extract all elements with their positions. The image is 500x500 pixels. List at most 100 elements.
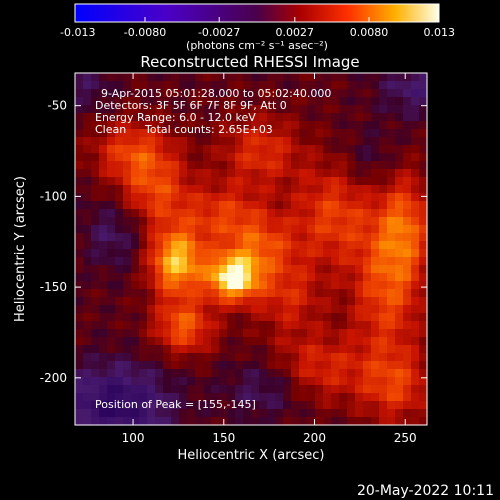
heatmap-cell: [267, 209, 276, 218]
heatmap-cell: [75, 337, 84, 346]
heatmap-cell: [315, 73, 324, 82]
heatmap-cell: [219, 145, 228, 154]
heatmap-cell: [315, 417, 324, 426]
heatmap-cell: [379, 145, 388, 154]
heatmap-cell: [411, 409, 420, 418]
heatmap-cell: [419, 121, 428, 130]
heatmap-cell: [235, 129, 244, 138]
heatmap-cell: [123, 89, 132, 98]
heatmap-cell: [251, 401, 260, 410]
heatmap-cell: [99, 345, 108, 354]
heatmap-cell: [163, 201, 172, 210]
heatmap-cell: [195, 217, 204, 226]
colorbar-tick-label: -0.013: [60, 26, 95, 39]
heatmap-cell: [307, 113, 316, 122]
heatmap-cell: [75, 297, 84, 306]
heatmap-cell: [363, 225, 372, 234]
heatmap-cell: [387, 97, 396, 106]
heatmap-cell: [187, 345, 196, 354]
heatmap-cell: [147, 329, 156, 338]
heatmap-cell: [75, 73, 84, 82]
heatmap-cell: [163, 193, 172, 202]
heatmap-cell: [395, 121, 404, 130]
heatmap-cell: [251, 201, 260, 210]
heatmap-cell: [419, 321, 428, 330]
heatmap-cell: [91, 217, 100, 226]
heatmap-cell: [403, 185, 412, 194]
heatmap-cell: [251, 89, 260, 98]
heatmap-cell: [283, 249, 292, 258]
heatmap-cell: [371, 273, 380, 282]
heatmap-cell: [211, 121, 220, 130]
heatmap-cell: [155, 417, 164, 426]
heatmap-cell: [155, 377, 164, 386]
heatmap-cell: [147, 257, 156, 266]
heatmap-cell: [115, 73, 124, 82]
heatmap-cell: [211, 97, 220, 106]
heatmap-cell: [307, 153, 316, 162]
heatmap-cell: [187, 377, 196, 386]
heatmap-cell: [379, 297, 388, 306]
heatmap-cell: [387, 329, 396, 338]
heatmap-cell: [243, 161, 252, 170]
heatmap-cell: [163, 161, 172, 170]
heatmap-cell: [123, 161, 132, 170]
heatmap-cell: [131, 305, 140, 314]
heatmap-cell: [315, 201, 324, 210]
heatmap-cell: [267, 265, 276, 274]
heatmap-cell: [91, 265, 100, 274]
heatmap-cell: [147, 297, 156, 306]
heatmap-cell: [179, 97, 188, 106]
heatmap-cell: [331, 361, 340, 370]
heatmap-cell: [283, 113, 292, 122]
heatmap-cell: [235, 377, 244, 386]
heatmap-cell: [91, 201, 100, 210]
heatmap-cell: [339, 353, 348, 362]
heatmap-cell: [363, 121, 372, 130]
heatmap-cell: [211, 105, 220, 114]
heatmap-cell: [99, 409, 108, 418]
heatmap-cell: [91, 209, 100, 218]
heatmap-cell: [235, 361, 244, 370]
heatmap-cell: [419, 297, 428, 306]
heatmap-cell: [235, 241, 244, 250]
heatmap-cell: [363, 385, 372, 394]
heatmap-cell: [211, 249, 220, 258]
heatmap-cell: [275, 265, 284, 274]
heatmap-cell: [387, 153, 396, 162]
heatmap-cell: [107, 321, 116, 330]
heatmap-cell: [387, 361, 396, 370]
heatmap-cell: [131, 233, 140, 242]
heatmap-cell: [419, 265, 428, 274]
heatmap-cell: [363, 105, 372, 114]
heatmap-cell: [299, 169, 308, 178]
heatmap-cell: [123, 281, 132, 290]
heatmap-cell: [243, 297, 252, 306]
heatmap-cell: [83, 129, 92, 138]
heatmap-cell: [347, 369, 356, 378]
heatmap-cell: [243, 249, 252, 258]
heatmap-cell: [331, 81, 340, 90]
heatmap-cell: [227, 153, 236, 162]
heatmap-cell: [267, 409, 276, 418]
heatmap-cell: [75, 249, 84, 258]
x-axis-label: Heliocentric X (arcsec): [178, 448, 325, 463]
heatmap-cell: [379, 129, 388, 138]
heatmap-cell: [227, 273, 236, 282]
heatmap-cell: [75, 201, 84, 210]
heatmap-cell: [123, 345, 132, 354]
heatmap-cell: [243, 201, 252, 210]
heatmap-cell: [275, 337, 284, 346]
heatmap-cell: [331, 97, 340, 106]
heatmap-cell: [307, 393, 316, 402]
heatmap-cell: [195, 97, 204, 106]
heatmap-cell: [179, 401, 188, 410]
heatmap-cell: [115, 241, 124, 250]
heatmap-cell: [275, 393, 284, 402]
heatmap-cell: [355, 145, 364, 154]
heatmap-cell: [259, 121, 268, 130]
heatmap-cell: [363, 241, 372, 250]
heatmap-cell: [107, 177, 116, 186]
heatmap-cell: [195, 185, 204, 194]
